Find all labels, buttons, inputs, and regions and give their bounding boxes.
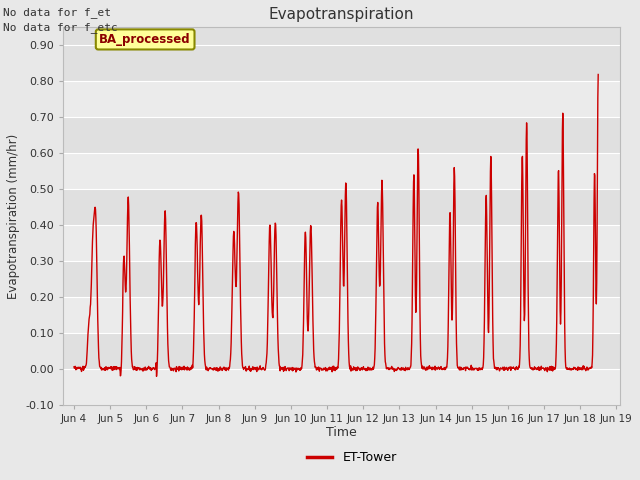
- Bar: [63, 369, 620, 405]
- Text: No data for f_etc: No data for f_etc: [3, 22, 118, 33]
- Title: Evapotranspiration: Evapotranspiration: [269, 7, 414, 22]
- Y-axis label: Evapotranspiration (mm/hr): Evapotranspiration (mm/hr): [7, 133, 20, 299]
- Bar: [63, 153, 620, 189]
- X-axis label: Time: Time: [326, 426, 357, 440]
- Legend: ET-Tower: ET-Tower: [302, 446, 402, 469]
- Bar: [63, 81, 620, 117]
- Text: No data for f_et: No data for f_et: [3, 7, 111, 18]
- Bar: [63, 297, 620, 333]
- Bar: [63, 225, 620, 261]
- Text: BA_processed: BA_processed: [99, 33, 191, 46]
